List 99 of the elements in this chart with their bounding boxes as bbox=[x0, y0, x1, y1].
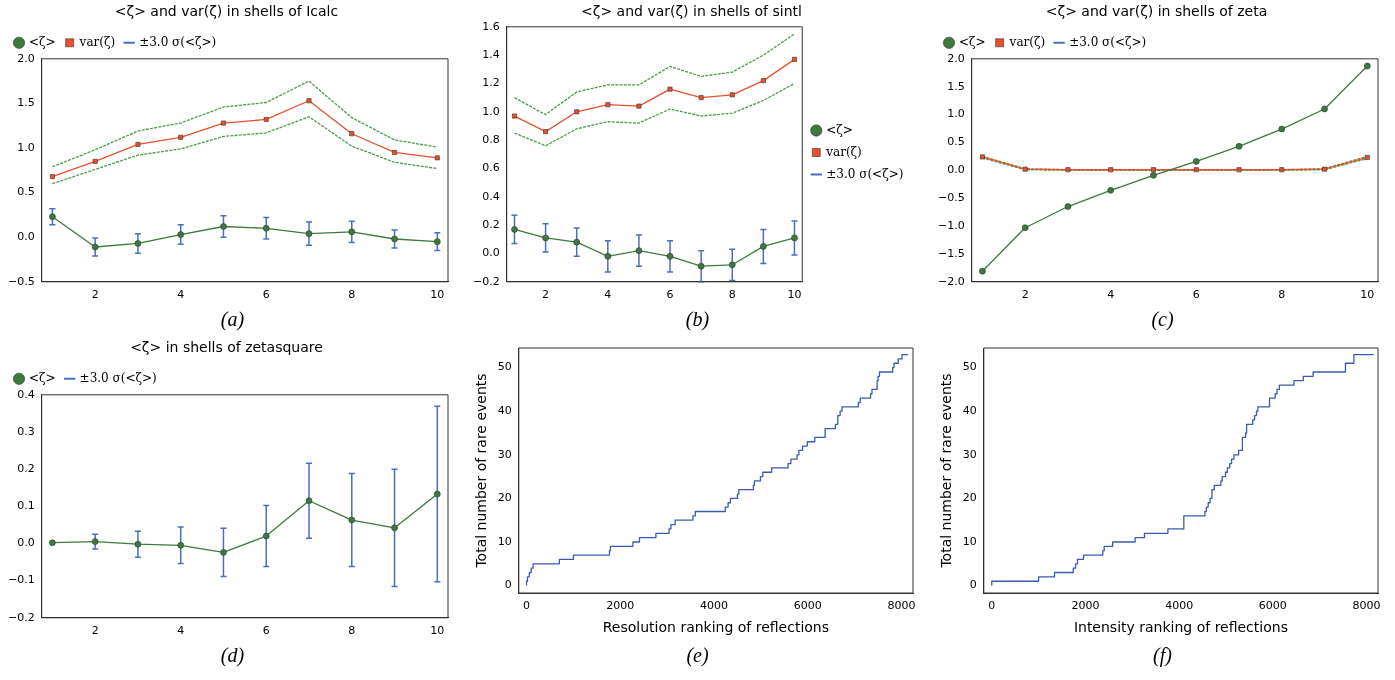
x-tick-label: 6000 bbox=[1258, 599, 1287, 613]
x-axis-title: Resolution ranking of reflections bbox=[602, 619, 830, 636]
x-tick-label: 8 bbox=[728, 288, 736, 302]
text: (d) bbox=[220, 643, 245, 668]
x-tick-label: 6 bbox=[262, 624, 270, 638]
x-tick-label: 4000 bbox=[700, 599, 729, 613]
y-tick-label: 0.2 bbox=[17, 461, 35, 475]
legend-label: var(ζ) bbox=[1008, 34, 1046, 49]
y-tick-label: 0 bbox=[504, 578, 512, 592]
legend-label: var(ζ) bbox=[825, 144, 862, 159]
y-tick-label: 1.5 bbox=[947, 79, 965, 93]
y-tick-label: 1.0 bbox=[947, 107, 965, 121]
x-tick-label: 0 bbox=[523, 599, 531, 613]
legend-label: <ζ> bbox=[29, 34, 56, 49]
y-tick-label: 1.4 bbox=[482, 47, 500, 61]
y-tick-label: 0.1 bbox=[17, 499, 35, 513]
x-tick-label: 8 bbox=[348, 624, 356, 638]
chart-title: <ζ> and var(ζ) in shells of sintl bbox=[581, 3, 802, 20]
text: ±3.0 σ(<ζ>) bbox=[79, 370, 157, 385]
y-tick-label: 10 bbox=[962, 534, 977, 548]
y-axis-title: Total number of rare events bbox=[938, 373, 955, 569]
x-tick-label: 4 bbox=[1107, 288, 1115, 302]
text: (c) bbox=[1151, 307, 1174, 333]
y-tick-label: 30 bbox=[962, 447, 977, 461]
x-tick-label: 2 bbox=[542, 288, 550, 302]
y-tick-label: −1.5 bbox=[937, 246, 965, 260]
x-tick-label: 10 bbox=[430, 288, 445, 302]
x-tick-label: 6 bbox=[262, 288, 270, 302]
x-tick-label: 8 bbox=[348, 288, 356, 302]
legend-label: var(ζ) bbox=[78, 34, 116, 49]
y-tick-label: 30 bbox=[497, 447, 512, 461]
x-tick-label: 4 bbox=[177, 288, 185, 302]
y-tick-label: 0.4 bbox=[482, 189, 500, 203]
y-tick-label: −0.5 bbox=[7, 274, 35, 288]
y-tick-label: 0.5 bbox=[947, 135, 965, 149]
x-tick-label: 4 bbox=[177, 624, 185, 638]
x-tick-label: 2 bbox=[91, 624, 99, 638]
text: ±3.0 σ(<ζ>) bbox=[139, 34, 217, 49]
x-tick-label: 0 bbox=[988, 599, 996, 613]
y-tick-label: −1.0 bbox=[937, 218, 965, 232]
y-tick-label: 0.3 bbox=[17, 424, 35, 438]
x-tick-label: 6 bbox=[666, 288, 674, 302]
text: (a) bbox=[220, 307, 245, 332]
y-tick-label: 50 bbox=[962, 360, 977, 374]
y-tick-label: 1.2 bbox=[482, 76, 500, 90]
x-tick-label: 6 bbox=[1192, 288, 1200, 302]
y-tick-label: 0.0 bbox=[947, 163, 965, 177]
y-tick-label: 0.4 bbox=[17, 387, 35, 401]
text: ±3.0 σ(<ζ>) bbox=[1069, 34, 1147, 49]
y-tick-label: 0.0 bbox=[482, 246, 500, 260]
y-tick-label: 0.0 bbox=[17, 536, 35, 550]
y-tick-label: 40 bbox=[962, 404, 977, 418]
x-axis-title: Intensity ranking of reflections bbox=[1073, 619, 1288, 636]
y-axis-title: Total number of rare events bbox=[473, 373, 490, 569]
y-tick-label: 0.0 bbox=[17, 230, 35, 244]
y-tick-label: 0 bbox=[969, 578, 977, 592]
y-tick-label: 0.8 bbox=[482, 132, 500, 146]
y-tick-label: 1.6 bbox=[482, 19, 500, 33]
y-tick-label: −0.1 bbox=[7, 573, 35, 587]
legend-label: <ζ> bbox=[29, 370, 56, 385]
x-tick-label: 10 bbox=[787, 288, 802, 302]
legend-label: <ζ> bbox=[959, 34, 986, 49]
chart-title: <ζ> in shells of zetasquare bbox=[130, 339, 323, 356]
text: (e) bbox=[686, 643, 709, 669]
y-tick-label: 50 bbox=[497, 360, 512, 374]
x-tick-label: 2 bbox=[91, 288, 99, 302]
y-tick-label: 0.6 bbox=[482, 161, 500, 175]
x-tick-label: 2000 bbox=[1071, 599, 1100, 613]
x-tick-label: 8000 bbox=[1352, 599, 1381, 613]
x-tick-label: 6000 bbox=[793, 599, 822, 613]
x-tick-label: 10 bbox=[430, 624, 445, 638]
y-tick-label: 2.0 bbox=[947, 51, 965, 65]
x-tick-label: 4 bbox=[604, 288, 612, 302]
text: (f) bbox=[1153, 643, 1172, 669]
x-tick-label: 8000 bbox=[887, 599, 916, 613]
y-tick-label: 1.0 bbox=[482, 104, 500, 118]
y-tick-label: 0.2 bbox=[482, 217, 500, 231]
x-tick-label: 4000 bbox=[1165, 599, 1194, 613]
x-tick-label: 8 bbox=[1278, 288, 1286, 302]
x-tick-label: 10 bbox=[1360, 288, 1375, 302]
y-tick-label: 0.5 bbox=[17, 185, 35, 199]
legend-label: <ζ> bbox=[826, 122, 853, 137]
y-tick-label: 10 bbox=[497, 534, 512, 548]
y-tick-label: 1.0 bbox=[17, 140, 35, 154]
y-tick-label: −0.2 bbox=[7, 610, 35, 624]
text: ±3.0 σ(<ζ>) bbox=[826, 166, 904, 181]
y-tick-label: 20 bbox=[962, 491, 977, 505]
y-tick-label: −2.0 bbox=[937, 274, 965, 288]
text: (b) bbox=[685, 307, 710, 332]
y-tick-label: 20 bbox=[497, 491, 512, 505]
y-tick-label: 1.5 bbox=[17, 96, 35, 110]
chart-title: <ζ> and var(ζ) in shells of zeta bbox=[1045, 3, 1268, 20]
chart-title: <ζ> and var(ζ) in shells of Icalc bbox=[114, 3, 339, 20]
y-tick-label: 2.0 bbox=[17, 51, 35, 65]
x-tick-label: 2 bbox=[1021, 288, 1029, 302]
y-tick-label: −0.2 bbox=[472, 274, 500, 288]
x-tick-label: 2000 bbox=[606, 599, 635, 613]
y-tick-label: 40 bbox=[497, 404, 512, 418]
y-tick-label: −0.5 bbox=[937, 191, 965, 205]
